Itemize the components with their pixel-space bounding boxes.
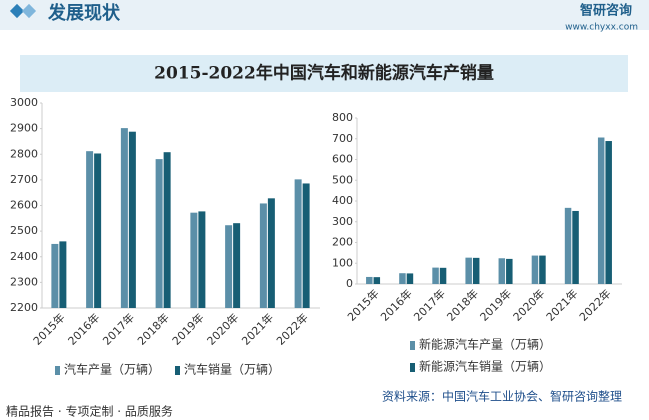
bar bbox=[506, 258, 513, 284]
x-tick-label: 2022年 bbox=[576, 286, 613, 323]
legend-swatch bbox=[410, 341, 415, 350]
x-tick-label: 2017年 bbox=[411, 286, 448, 323]
bar bbox=[233, 223, 241, 308]
bar bbox=[86, 151, 94, 308]
bar bbox=[531, 255, 539, 284]
y-tick-label: 100 bbox=[332, 256, 353, 269]
bar bbox=[406, 273, 414, 284]
legend-swatch bbox=[175, 366, 180, 375]
y-tick-label: 2800 bbox=[10, 147, 38, 160]
bar bbox=[439, 267, 447, 284]
legend-label: 汽车产量（万辆） bbox=[64, 362, 160, 377]
legend-swatch bbox=[55, 366, 60, 375]
legend-label: 新能源汽车销量（万辆） bbox=[419, 359, 551, 374]
x-tick-label: 2021年 bbox=[239, 310, 276, 347]
bar bbox=[597, 137, 605, 284]
y-tick-label: 3000 bbox=[10, 96, 38, 109]
bar bbox=[190, 212, 198, 308]
bar bbox=[373, 277, 381, 284]
bar bbox=[225, 225, 233, 308]
y-tick-label: 200 bbox=[332, 236, 353, 249]
bar bbox=[605, 141, 612, 284]
bar bbox=[302, 183, 310, 308]
bar bbox=[120, 128, 128, 308]
bar bbox=[51, 243, 59, 308]
y-tick-label: 300 bbox=[332, 215, 353, 228]
bar bbox=[498, 258, 506, 284]
y-tick-label: 400 bbox=[332, 194, 353, 207]
x-tick-label: 2019年 bbox=[477, 286, 514, 323]
bar bbox=[198, 211, 206, 308]
x-tick-label: 2017年 bbox=[100, 310, 137, 347]
brand: 智研咨询 bbox=[580, 3, 632, 19]
x-tick-label: 2022年 bbox=[273, 310, 310, 347]
x-tick-label: 2016年 bbox=[377, 286, 414, 323]
x-tick-label: 2020年 bbox=[510, 286, 547, 323]
bar bbox=[294, 179, 302, 308]
x-tick-label: 2015年 bbox=[344, 286, 381, 323]
y-tick-label: 2400 bbox=[10, 250, 38, 263]
legend-label: 汽车销量（万辆） bbox=[184, 362, 280, 377]
x-tick-label: 2018年 bbox=[444, 286, 481, 323]
bar bbox=[539, 255, 546, 284]
y-tick-label: 2200 bbox=[10, 301, 38, 314]
y-tick-label: 600 bbox=[332, 153, 353, 166]
header-bar bbox=[0, 0, 649, 30]
y-tick-label: 800 bbox=[332, 111, 353, 124]
x-tick-label: 2021年 bbox=[543, 286, 580, 323]
legend-swatch bbox=[410, 363, 415, 372]
bar bbox=[465, 257, 472, 284]
bar bbox=[267, 198, 275, 308]
bar bbox=[472, 257, 480, 284]
y-tick-label: 2900 bbox=[10, 122, 38, 135]
y-tick-label: 500 bbox=[332, 173, 353, 186]
legend-label: 新能源汽车产量（万辆） bbox=[419, 337, 551, 352]
bar bbox=[94, 153, 102, 308]
bar bbox=[564, 207, 572, 284]
header-icon bbox=[21, 3, 37, 19]
x-tick-label: 2016年 bbox=[65, 310, 102, 347]
y-tick-label: 700 bbox=[332, 132, 353, 145]
chart-title: 2015-2022年中国汽车和新能源汽车产销量 bbox=[154, 63, 494, 84]
bar bbox=[259, 203, 267, 308]
section-title: 发展现状 bbox=[47, 2, 121, 24]
bar bbox=[128, 131, 136, 308]
bar bbox=[366, 276, 373, 284]
x-tick-label: 2020年 bbox=[204, 310, 241, 347]
y-tick-label: 2300 bbox=[10, 275, 38, 288]
bar bbox=[155, 159, 163, 308]
x-tick-label: 2015年 bbox=[30, 310, 67, 347]
y-tick-label: 0 bbox=[346, 277, 353, 290]
brand-url: www.chyxx.com bbox=[565, 23, 638, 33]
header-icon bbox=[9, 3, 25, 19]
source: 资料来源：中国汽车工业协会、智研咨询整理 bbox=[382, 389, 622, 404]
bar bbox=[399, 273, 406, 284]
bar bbox=[432, 267, 439, 284]
x-tick-label: 2018年 bbox=[134, 310, 171, 347]
bar bbox=[59, 241, 67, 308]
y-tick-label: 2500 bbox=[10, 224, 38, 237]
slogan: 精品报告 · 专项定制 · 品质服务 bbox=[6, 404, 173, 419]
y-tick-label: 2600 bbox=[10, 199, 38, 212]
bar bbox=[572, 210, 579, 284]
y-tick-label: 2700 bbox=[10, 173, 38, 186]
title-box bbox=[20, 55, 628, 92]
x-tick-label: 2019年 bbox=[169, 310, 206, 347]
bar bbox=[163, 152, 171, 308]
